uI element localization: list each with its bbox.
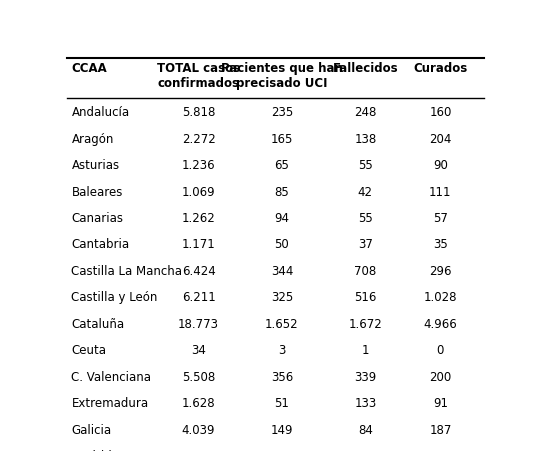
Text: C. Valenciana: C. Valenciana — [72, 370, 151, 383]
Text: 35: 35 — [433, 238, 448, 251]
Text: Aragón: Aragón — [72, 132, 114, 145]
Text: 6.424: 6.424 — [182, 264, 215, 277]
Text: 34: 34 — [191, 344, 206, 356]
Text: 2.272: 2.272 — [182, 132, 215, 145]
Text: 94: 94 — [274, 212, 289, 225]
Text: 5.508: 5.508 — [182, 370, 215, 383]
Text: 516: 516 — [354, 291, 377, 304]
Text: 296: 296 — [429, 264, 452, 277]
Text: 42: 42 — [358, 185, 373, 198]
Text: 57: 57 — [433, 212, 448, 225]
Text: 248: 248 — [354, 106, 377, 119]
Text: 133: 133 — [354, 396, 377, 409]
Text: 0: 0 — [437, 344, 444, 356]
Text: 4.966: 4.966 — [423, 317, 457, 330]
Text: 325: 325 — [271, 291, 293, 304]
Text: 1.672: 1.672 — [349, 317, 382, 330]
Text: 91: 91 — [433, 396, 448, 409]
Text: 344: 344 — [271, 264, 293, 277]
Text: 51: 51 — [274, 396, 289, 409]
Text: 65: 65 — [274, 159, 289, 172]
Text: Castilla y León: Castilla y León — [72, 291, 158, 304]
Text: Canarias: Canarias — [72, 212, 123, 225]
Text: 149: 149 — [271, 423, 293, 436]
Text: 1.262: 1.262 — [182, 212, 215, 225]
Text: 1.652: 1.652 — [265, 317, 299, 330]
Text: 187: 187 — [429, 423, 451, 436]
Text: 55: 55 — [358, 212, 373, 225]
Text: Baleares: Baleares — [72, 185, 123, 198]
Text: Ceuta: Ceuta — [72, 344, 107, 356]
Text: 50: 50 — [274, 238, 289, 251]
Text: 3: 3 — [278, 344, 286, 356]
Text: Andalucía: Andalucía — [72, 106, 130, 119]
Text: 90: 90 — [433, 159, 448, 172]
Text: Curados: Curados — [413, 62, 468, 75]
Text: Fallecidos: Fallecidos — [332, 62, 398, 75]
Text: 3.603: 3.603 — [349, 449, 382, 451]
Text: 5.818: 5.818 — [182, 106, 215, 119]
Text: 1.171: 1.171 — [182, 238, 215, 251]
Text: 356: 356 — [271, 370, 293, 383]
Text: Cataluña: Cataluña — [72, 317, 124, 330]
Text: Galicia: Galicia — [72, 423, 111, 436]
Text: 27.509: 27.509 — [178, 449, 219, 451]
Text: 708: 708 — [354, 264, 377, 277]
Text: Cantabria: Cantabria — [72, 238, 130, 251]
Text: 1.514: 1.514 — [265, 449, 299, 451]
Text: 235: 235 — [271, 106, 293, 119]
Text: TOTAL casos
confirmados: TOTAL casos confirmados — [157, 62, 240, 90]
Text: 84: 84 — [358, 423, 373, 436]
Text: 165: 165 — [271, 132, 293, 145]
Text: CCAA: CCAA — [72, 62, 107, 75]
Text: Extremadura: Extremadura — [72, 396, 148, 409]
Text: Asturias: Asturias — [72, 159, 119, 172]
Text: 85: 85 — [274, 185, 289, 198]
Text: 111: 111 — [429, 185, 452, 198]
Text: 138: 138 — [354, 132, 377, 145]
Text: 55: 55 — [358, 159, 373, 172]
Text: 1.069: 1.069 — [182, 185, 215, 198]
Text: Pacientes que han
precisado UCI: Pacientes que han precisado UCI — [221, 62, 343, 90]
Text: 160: 160 — [429, 106, 451, 119]
Text: 204: 204 — [429, 132, 451, 145]
Text: 9.330: 9.330 — [424, 449, 457, 451]
Text: Castilla La Mancha: Castilla La Mancha — [72, 264, 182, 277]
Text: 37: 37 — [358, 238, 373, 251]
Text: 200: 200 — [429, 370, 451, 383]
Text: 1: 1 — [362, 344, 369, 356]
Text: Madrid: Madrid — [72, 449, 112, 451]
Text: 4.039: 4.039 — [182, 423, 215, 436]
Text: 1.236: 1.236 — [182, 159, 215, 172]
Text: 339: 339 — [354, 370, 377, 383]
Text: 6.211: 6.211 — [182, 291, 215, 304]
Text: 1.628: 1.628 — [182, 396, 215, 409]
Text: 1.028: 1.028 — [423, 291, 457, 304]
Text: 18.773: 18.773 — [178, 317, 219, 330]
